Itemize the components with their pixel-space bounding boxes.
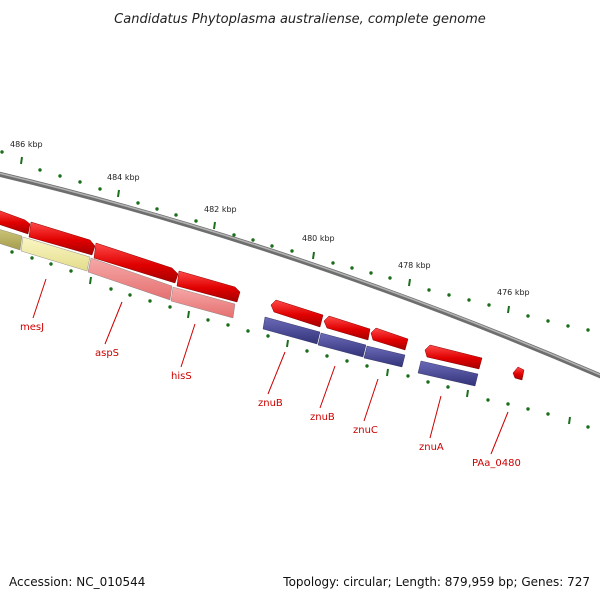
reverse-genes [270, 299, 525, 381]
kbp-label-484: 484 kbp [107, 173, 140, 182]
gene-arrow[interactable] [93, 242, 179, 284]
kbp-label-478: 478 kbp [398, 261, 431, 270]
gene-label-znub-1[interactable]: znuB [258, 398, 283, 409]
kbp-label-482: 482 kbp [204, 205, 237, 214]
gene-label-hiss[interactable]: hisS [171, 371, 192, 382]
cog-bar-pink[interactable] [87, 257, 173, 301]
gene-label-paa-0480[interactable]: PAa_0480 [472, 458, 521, 469]
gene-arrow[interactable] [176, 270, 241, 303]
inner-ticks [10, 250, 590, 429]
map-title: Candidatus Phytoplasma australiense, com… [114, 12, 486, 27]
gene-arrow-small[interactable] [512, 366, 525, 381]
gene-arrow[interactable] [323, 315, 371, 341]
cog-bar-purple[interactable] [262, 316, 321, 345]
cog-bars-left [0, 228, 236, 319]
gene-label-asps[interactable]: aspS [95, 348, 119, 359]
kbp-label-476: 476 kbp [497, 288, 530, 297]
scale-ticks [0, 150, 590, 332]
cog-bar-yellow[interactable] [20, 236, 91, 272]
gene-arrow[interactable] [0, 209, 31, 235]
gene-arrow[interactable] [370, 327, 409, 351]
gene-arrow[interactable] [270, 299, 324, 328]
cog-bar-purple[interactable] [417, 360, 479, 387]
genome-stats-text: Topology: circular; Length: 879,959 bp; … [282, 575, 590, 589]
cog-bar-purple[interactable] [317, 332, 367, 358]
gene-leader-lines [32, 278, 509, 455]
gene-label-mesj[interactable]: mesJ [20, 322, 44, 333]
forward-genes [0, 209, 241, 303]
cog-bars-right [262, 316, 479, 387]
gene-label-znub-2[interactable]: znuB [310, 412, 335, 423]
gene-label-znuc[interactable]: znuC [353, 425, 378, 436]
kbp-label-480: 480 kbp [302, 234, 335, 243]
accession-text: Accession: NC_010544 [9, 575, 145, 589]
cog-bar-purple[interactable] [363, 345, 406, 368]
kbp-label-486: 486 kbp [10, 140, 43, 149]
genome-backbone [0, 171, 600, 379]
cog-bar-pink[interactable] [170, 286, 236, 319]
gene-arrow[interactable] [28, 221, 96, 256]
gene-label-znua[interactable]: znuA [419, 442, 444, 453]
cog-bar-olive[interactable] [0, 228, 23, 251]
gene-arrow[interactable] [424, 344, 483, 370]
